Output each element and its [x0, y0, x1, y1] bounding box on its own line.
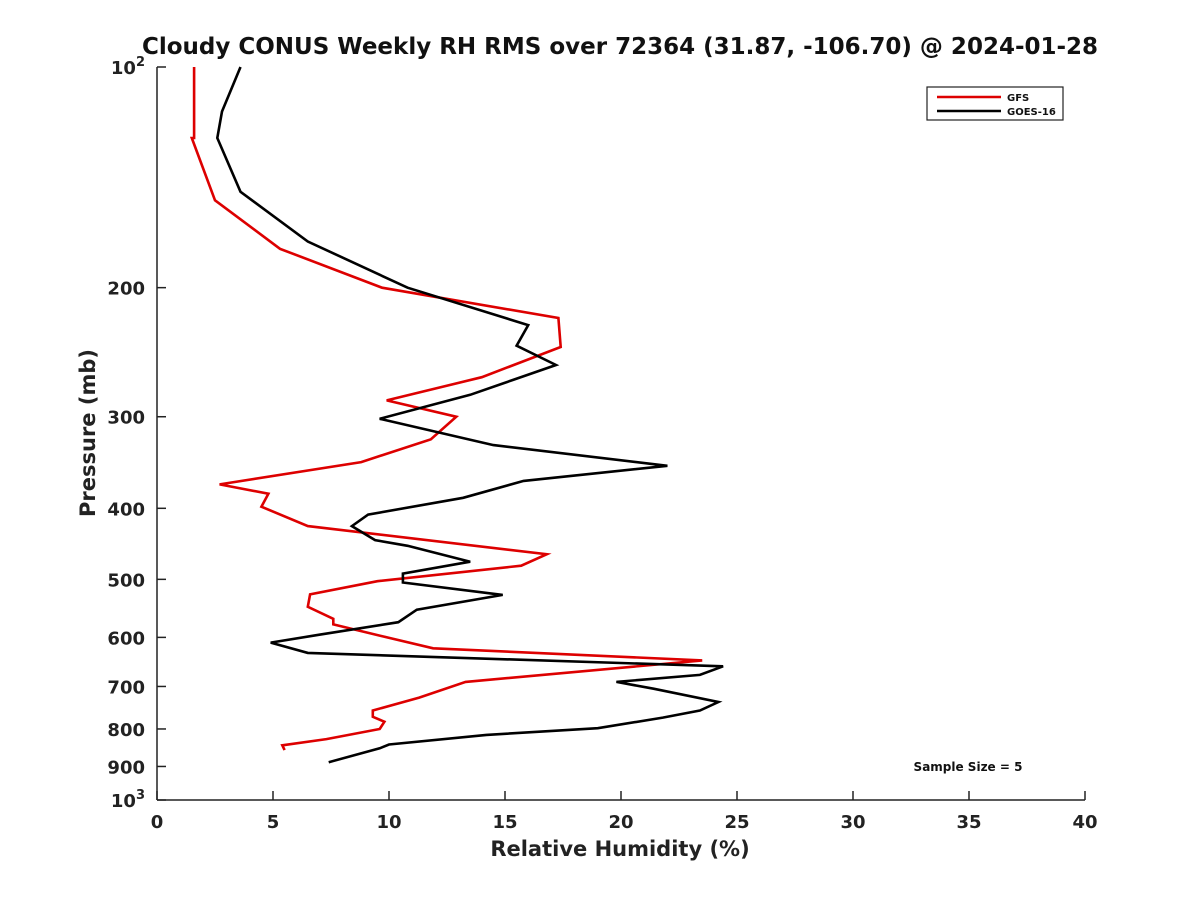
y-tick-label: 900 — [107, 757, 145, 778]
y-tick-label: 103 — [111, 788, 145, 812]
y-tick-label: 200 — [107, 279, 145, 300]
y-tick-label: 700 — [107, 677, 145, 698]
y-tick-label: 300 — [107, 408, 145, 429]
x-tick-label: 15 — [492, 812, 517, 833]
x-tick-label: 0 — [151, 812, 164, 833]
x-axis-label: Relative Humidity (%) — [490, 837, 749, 861]
y-tick-label: 500 — [107, 570, 145, 591]
legend-label: GOES-16 — [1007, 107, 1056, 118]
x-tick-label: 40 — [1072, 812, 1097, 833]
chart-title: Cloudy CONUS Weekly RH RMS over 72364 (3… — [142, 34, 1098, 60]
legend-box — [926, 86, 1064, 121]
x-tick-label: 35 — [956, 812, 981, 833]
y-tick-label: 102 — [111, 55, 145, 79]
y-tick-label: 800 — [107, 720, 145, 741]
sample-size-annotation: Sample Size = 5 — [914, 760, 1023, 774]
x-tick-label: 20 — [608, 812, 633, 833]
y-tick-label: 600 — [107, 628, 145, 649]
series-line-gfs — [189, 67, 703, 751]
legend: GFS GOES-16 — [926, 86, 1064, 121]
axes: 0 5 10 15 20 25 30 35 40 102 200 300 400 500 600 700 800… — [107, 55, 1097, 833]
y-tick-label: 400 — [107, 499, 145, 520]
y-axis-label: Pressure (mb) — [76, 349, 100, 517]
plot-area — [189, 66, 724, 764]
legend-label: GFS — [1007, 93, 1029, 104]
x-tick-label: 10 — [376, 812, 401, 833]
x-tick-label: 5 — [267, 812, 280, 833]
series-line-goes-16 — [215, 66, 724, 764]
x-tick-label: 25 — [724, 812, 749, 833]
x-tick-label: 30 — [840, 812, 865, 833]
